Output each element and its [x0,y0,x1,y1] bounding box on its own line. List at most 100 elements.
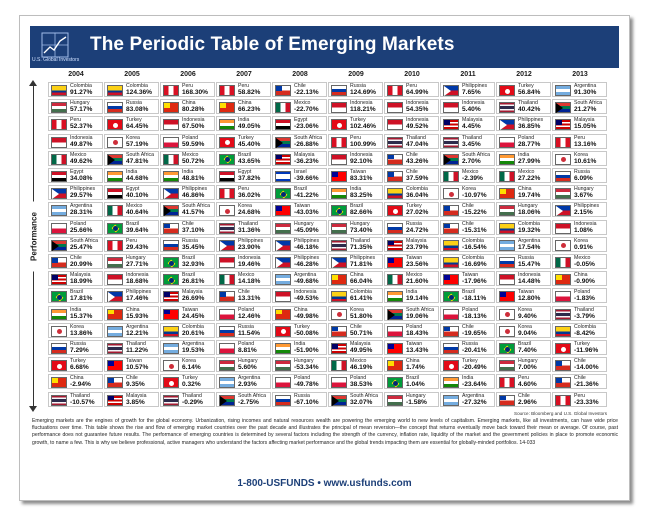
country-name: Russia [406,220,422,227]
country-return: -23.33% [574,398,599,406]
country-name: Indonesia [294,289,317,296]
flag-poland-icon [555,291,571,303]
country-name: Colombia [462,237,484,244]
flag-egypt-icon [51,171,67,182]
country-name: Hungary [126,255,146,261]
table-cell: Brazil 1.04% [384,374,439,390]
table-cell: Colombia -8.42% [552,322,607,338]
table-cell: Turkey 0.32% [160,374,215,390]
flag-turkey-icon [275,325,291,337]
table-cell: Peru 13.16% [552,133,607,149]
country-return: 19.46% [238,261,261,268]
flag-indonesia-icon [219,257,235,268]
country-return: 4.60% [518,381,537,389]
country-return: -2.39% [462,175,483,182]
contact-line[interactable]: 1-800-USFUNDS • www.usfunds.com [237,478,412,489]
table-cell: Hungary -53.34% [272,357,327,373]
country-return: -23.06% [294,123,319,131]
country-name: Brazil [182,272,195,279]
country-return: 36.02% [238,192,261,200]
country-name: Mexico [350,358,367,365]
flag-peru-icon [219,188,235,200]
country-name: Brazil [126,220,139,227]
table-cell: Malaysia 4.45% [440,116,495,132]
country-name: South Africa [238,392,266,399]
table-cell: China 15.93% [104,305,159,321]
flag-taiwan-icon [331,171,347,182]
flag-taiwan-icon [499,291,515,303]
country-name: Russia [518,255,534,261]
country-return: 10.57% [126,364,149,372]
flag-russia-icon [107,102,123,114]
table-cell: Taiwan 12.80% [496,288,551,304]
flag-malaysia-icon [443,119,459,131]
country-name: Peru [238,186,249,193]
country-name: Hungary [70,100,90,107]
country-name: Korea [518,306,532,313]
table-cell: Chile 50.71% [328,322,383,338]
flag-philippines-icon [275,257,291,268]
table-cell: Chile 2.96% [496,391,551,407]
country-name: Russia [238,323,254,330]
flag-turkey-icon [219,136,235,148]
flag-argentina-icon [275,274,291,286]
country-return: 41.57% [182,209,205,217]
country-return: 27.71% [126,261,149,268]
country-return: -10.57% [70,398,95,406]
flag-malaysia-icon [275,153,291,165]
table-cell: India 49.05% [216,116,271,132]
table-cell: Indonesia 67.50% [160,116,215,132]
country-name: Argentina [238,375,261,382]
page-title: The Periodic Table of Emerging Markets [90,34,455,55]
flag-chile-icon [331,325,347,337]
table-cell: Colombia 61.41% [328,288,383,304]
flag-colombia-icon [163,325,179,337]
flag-mexico-icon [443,171,459,182]
country-return: 118.21% [350,106,376,114]
country-name: Turkey [462,358,478,365]
country-name: India [518,151,530,158]
table-cell: Argentina 91.30% [552,82,607,97]
country-return: -20.49% [462,364,487,372]
table-cell: South Africa 25.47% [48,236,103,252]
table-cell: Indonesia 49.87% [48,133,103,149]
flag-china-icon [555,274,571,286]
flag-korea-icon [499,325,515,337]
country-return: 21.60% [406,278,429,286]
flag-india-icon [51,308,67,320]
country-name: Thailand [238,220,258,227]
country-return: 49.05% [238,123,261,131]
country-return: 19.14% [406,295,429,303]
flag-indonesia-icon [331,153,347,165]
table-cell: Thailand 40.42% [496,99,551,115]
table-cell: Korea 9.40% [496,305,551,321]
country-name: Mexico [574,255,591,261]
country-name: Thailand [182,392,202,399]
year-label-2012: 2012 [516,71,532,78]
country-return: 32.07% [350,398,373,406]
flag-brazil-icon [275,188,291,200]
country-return: 34.08% [70,175,93,182]
flag-poland-icon [331,377,347,389]
country-name: China [294,306,308,313]
country-return: -46.28% [294,261,319,268]
flag-chile-icon [387,171,403,182]
country-return: 3.45% [462,140,481,148]
country-name: Egypt [238,169,252,175]
flag-brazil-icon [163,274,179,286]
table-cell: Russia 15.47% [496,254,551,269]
table-cell: China -0.90% [552,271,607,287]
country-return: 83.25% [350,192,373,200]
country-name: Chile [462,203,474,210]
country-name: South Africa [126,151,154,158]
flag-egypt-icon [219,171,235,182]
flag-china-icon [163,102,179,114]
table-cell: Thailand 47.04% [384,133,439,149]
country-return: -0.90% [574,278,595,286]
country-return: 52.37% [70,123,93,131]
table-cell: Colombia 91.27% [48,82,103,97]
country-return: 17.81% [70,295,93,303]
country-name: Hungary [238,358,258,365]
flag-israel-icon [275,171,291,182]
table-cell: Peru 4.60% [496,374,551,390]
